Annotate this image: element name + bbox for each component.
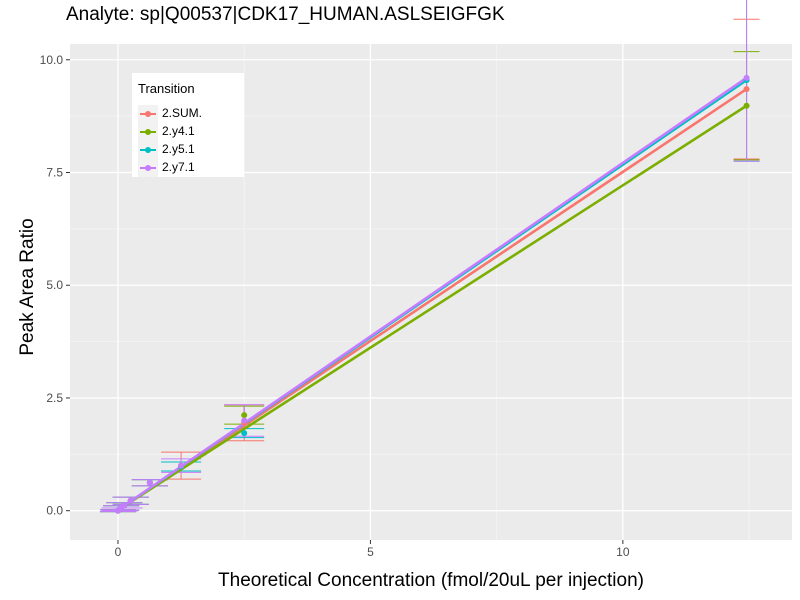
grid-major	[70, 44, 792, 540]
x-tick-label: 0	[115, 545, 122, 559]
data-point	[178, 462, 185, 469]
y-tick-label: 5.0	[46, 278, 63, 292]
series-fit-line	[116, 76, 748, 512]
x-tick-label: 5	[367, 545, 374, 559]
axis-ticks: 0 5 10 0.0 2.5 5.0 7.5 10.0	[40, 53, 630, 559]
y-tick-label: 2.5	[46, 391, 63, 405]
legend-key-icon	[138, 141, 158, 159]
y-tick-label: 10.0	[40, 53, 64, 67]
grid-minor	[70, 44, 792, 540]
y-tick-label: 7.5	[46, 166, 63, 180]
data-point	[241, 417, 248, 424]
data-point	[241, 430, 248, 437]
data-point	[743, 102, 750, 109]
data-point	[146, 479, 153, 486]
legend: Transition 2.SUM. 2.y4.1 2.y5.1 2.y7.1	[132, 73, 244, 177]
legend-item: 2.y5.1	[138, 141, 242, 159]
legend-label: 2.y5.1	[162, 142, 195, 156]
y-axis-label: Peak Area Ratio	[17, 218, 38, 356]
y-tick-label: 0.0	[46, 504, 63, 518]
data-point	[743, 74, 750, 81]
data-points	[114, 74, 750, 514]
legend-label: 2.SUM.	[162, 106, 203, 120]
data-point	[743, 86, 750, 93]
legend-key-icon	[138, 123, 158, 141]
data-point	[121, 502, 128, 509]
data-point	[127, 497, 134, 504]
x-axis-label: Theoretical Concentration (fmol/20uL per…	[218, 570, 644, 591]
legend-key-icon	[138, 105, 158, 123]
data-point	[241, 412, 248, 419]
chart-title: Analyte: sp|Q00537|CDK17_HUMAN.ASLSEIGFG…	[66, 4, 505, 25]
legend-key-icon	[138, 159, 158, 177]
legend-label: 2.y4.1	[162, 124, 195, 138]
fit-lines	[116, 76, 748, 512]
legend-title: Transition	[138, 81, 195, 96]
legend-item: 2.y4.1	[138, 123, 242, 141]
series-fit-line	[116, 104, 748, 512]
legend-item: 2.y7.1	[138, 159, 242, 177]
legend-item: 2.SUM.	[138, 105, 242, 123]
x-tick-label: 10	[616, 545, 630, 559]
legend-label: 2.y7.1	[162, 160, 195, 174]
